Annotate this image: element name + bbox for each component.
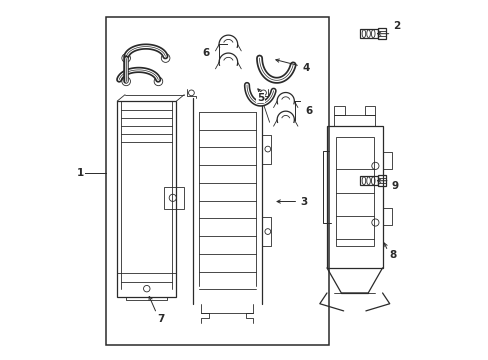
Text: 5: 5 xyxy=(257,93,264,103)
Text: 9: 9 xyxy=(391,181,398,191)
Text: 8: 8 xyxy=(388,250,395,260)
Bar xyxy=(163,187,183,208)
Bar xyxy=(378,175,386,186)
Text: 4: 4 xyxy=(302,63,309,73)
Text: 6: 6 xyxy=(305,106,312,116)
Bar xyxy=(335,137,373,246)
Text: 3: 3 xyxy=(300,197,306,207)
Bar xyxy=(364,107,375,116)
Bar xyxy=(360,176,378,185)
Bar xyxy=(326,126,382,268)
Bar xyxy=(333,107,344,116)
Text: 1: 1 xyxy=(77,168,84,178)
Text: 2: 2 xyxy=(392,21,399,31)
Text: 6: 6 xyxy=(202,48,209,58)
Bar xyxy=(117,101,176,297)
Bar xyxy=(378,28,386,39)
Text: 7: 7 xyxy=(157,314,164,324)
Bar xyxy=(360,30,378,38)
Bar xyxy=(106,17,328,345)
